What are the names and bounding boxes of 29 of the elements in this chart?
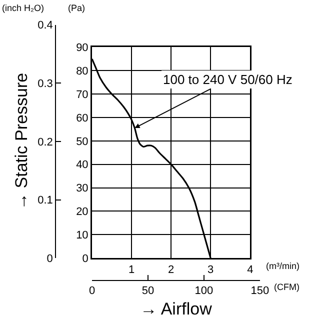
y-tick-label: 80 (76, 65, 88, 78)
y-tick-label: 10 (76, 229, 88, 242)
x-tick-label: 4 (247, 264, 254, 276)
y2-tick-label: 0.3 (38, 78, 53, 90)
y2-tick-label: 0 (46, 252, 53, 265)
y-tick-label: 60 (76, 112, 88, 124)
y-tick-label: 30 (76, 182, 88, 195)
y-tick-label: 20 (76, 206, 88, 218)
text: (Pa) (68, 3, 86, 13)
text: (inch H₂O) (2, 3, 44, 13)
annotation: 100 to 240 V 50/60 Hz (163, 72, 292, 87)
x-tick-label: 1 (128, 264, 135, 276)
x2-tick-label: 150 (250, 285, 270, 298)
y2-axis-title: → Static Pressure (12, 72, 32, 210)
y2-tick-label: 0.1 (38, 194, 53, 207)
x-tick-label: 2 (168, 264, 174, 276)
y-tick-label: 40 (76, 159, 88, 172)
y2-tick-label: 0.4 (38, 20, 53, 32)
x-tick-label: 3 (208, 264, 214, 276)
y-tick-label: 50 (76, 136, 88, 148)
x-axis-title: → Airflow (140, 300, 213, 319)
x2-tick-label: 50 (142, 285, 154, 298)
y-tick-label: 70 (76, 88, 88, 101)
x2-tick-label: 100 (194, 285, 214, 298)
text: (m³/min) (266, 261, 300, 271)
y2-tick-label: 0.2 (38, 136, 53, 148)
text: (CFM) (274, 282, 300, 292)
y-tick-label: 0 (82, 252, 88, 265)
y-tick-label: 90 (76, 42, 88, 54)
